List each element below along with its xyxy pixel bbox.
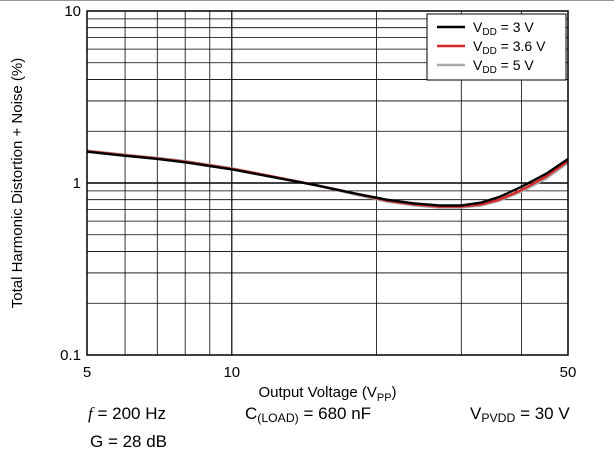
y-tick-label: 1 xyxy=(73,175,81,192)
y-tick-label: 10 xyxy=(64,3,81,20)
series-line-3-v xyxy=(86,150,569,207)
load-sub: (LOAD) xyxy=(257,411,299,426)
x-tick-label: 50 xyxy=(560,364,577,381)
top-border-line xyxy=(0,0,614,1)
x-axis-label: Output Voltage (VPP) xyxy=(258,384,396,404)
legend-label-sub: DD xyxy=(482,27,496,38)
x-axis-label-main: Output Voltage (V xyxy=(258,384,376,401)
legend-label-tail: = 3.6 V xyxy=(497,38,546,54)
legend-label: VDD = 3 V xyxy=(473,19,534,38)
legend-label: VDD = 3.6 V xyxy=(473,38,546,57)
condition-pvdd: VPVDD = 30 V xyxy=(470,404,570,424)
series-layer xyxy=(86,149,569,209)
load-main: C xyxy=(245,404,258,423)
legend-label-sub: DD xyxy=(482,46,496,57)
x-axis-label-sub: PP xyxy=(377,392,392,404)
pvdd-main: V xyxy=(470,404,482,423)
condition-gain: G = 28 dB xyxy=(90,432,168,451)
load-value: = 680 nF xyxy=(298,404,372,423)
pvdd-value: = 30 V xyxy=(515,404,570,423)
x-tick-label: 5 xyxy=(83,364,91,381)
y-axis-label: Total Harmonic Distortion + Noise (%) xyxy=(9,58,26,309)
x-tick-label: 10 xyxy=(223,364,240,381)
pvdd-sub: PVDD xyxy=(481,411,516,426)
y-tick-label: 0.1 xyxy=(60,347,81,364)
plot-frame xyxy=(86,10,569,356)
legend-label-main: V xyxy=(473,57,483,73)
legend-label: VDD = 5 V xyxy=(473,57,534,76)
condition-load: C(LOAD) = 680 nF xyxy=(245,404,371,424)
tick-labels: 5 10 50 0.1 1 10 xyxy=(60,3,576,381)
legend-label-main: V xyxy=(473,19,483,35)
major-grid xyxy=(87,11,568,355)
minor-grid xyxy=(87,11,568,355)
legend-label-main: V xyxy=(473,38,483,54)
x-axis-label-tail: ) xyxy=(392,384,397,401)
condition-frequency: f = 200 Hz xyxy=(88,404,166,424)
frequency-symbol: f xyxy=(88,404,93,423)
legend-label-tail: = 5 V xyxy=(497,57,535,73)
frequency-value: = 200 Hz xyxy=(92,404,166,423)
legend-label-sub: DD xyxy=(482,65,496,76)
legend-label-tail: = 3 V xyxy=(497,19,535,35)
